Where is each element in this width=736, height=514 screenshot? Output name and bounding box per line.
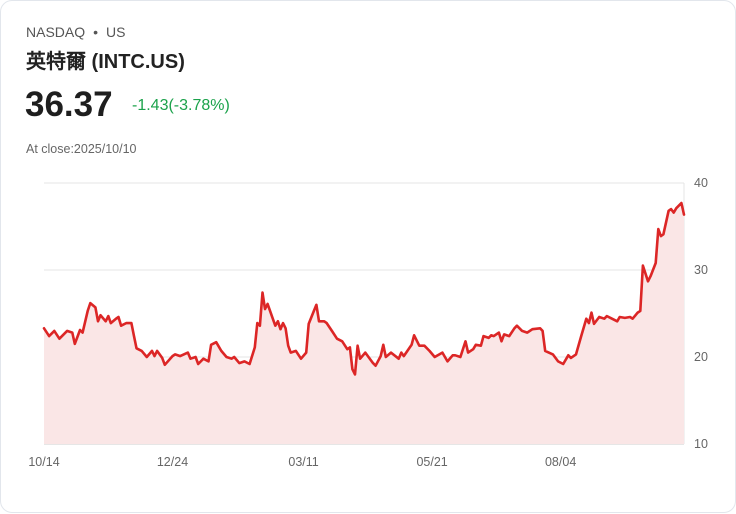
x-tick-label: 05/21 bbox=[416, 455, 447, 469]
price-change: -1.43(-3.78%) bbox=[132, 97, 230, 114]
y-tick-label: 20 bbox=[694, 350, 708, 364]
exchange-line: NASDAQ • US bbox=[26, 24, 125, 40]
y-tick-label: 30 bbox=[694, 263, 708, 277]
x-tick-label: 10/14 bbox=[28, 455, 59, 469]
separator-dot: • bbox=[93, 24, 99, 40]
x-tick-label: 03/11 bbox=[288, 455, 318, 469]
exchange-name: NASDAQ bbox=[26, 24, 86, 40]
price-area-fill bbox=[44, 203, 684, 444]
x-tick-label: 12/24 bbox=[157, 455, 188, 469]
market-name: US bbox=[106, 24, 126, 40]
current-price: 36.37 bbox=[25, 85, 113, 124]
y-tick-label: 10 bbox=[694, 437, 708, 451]
price-line bbox=[42, 201, 686, 376]
x-tick-label: 08/04 bbox=[545, 455, 576, 469]
y-tick-label: 40 bbox=[694, 176, 708, 190]
close-timestamp: At close:2025/10/10 bbox=[26, 142, 137, 156]
stock-title: 英特爾 (INTC.US) bbox=[26, 51, 185, 73]
